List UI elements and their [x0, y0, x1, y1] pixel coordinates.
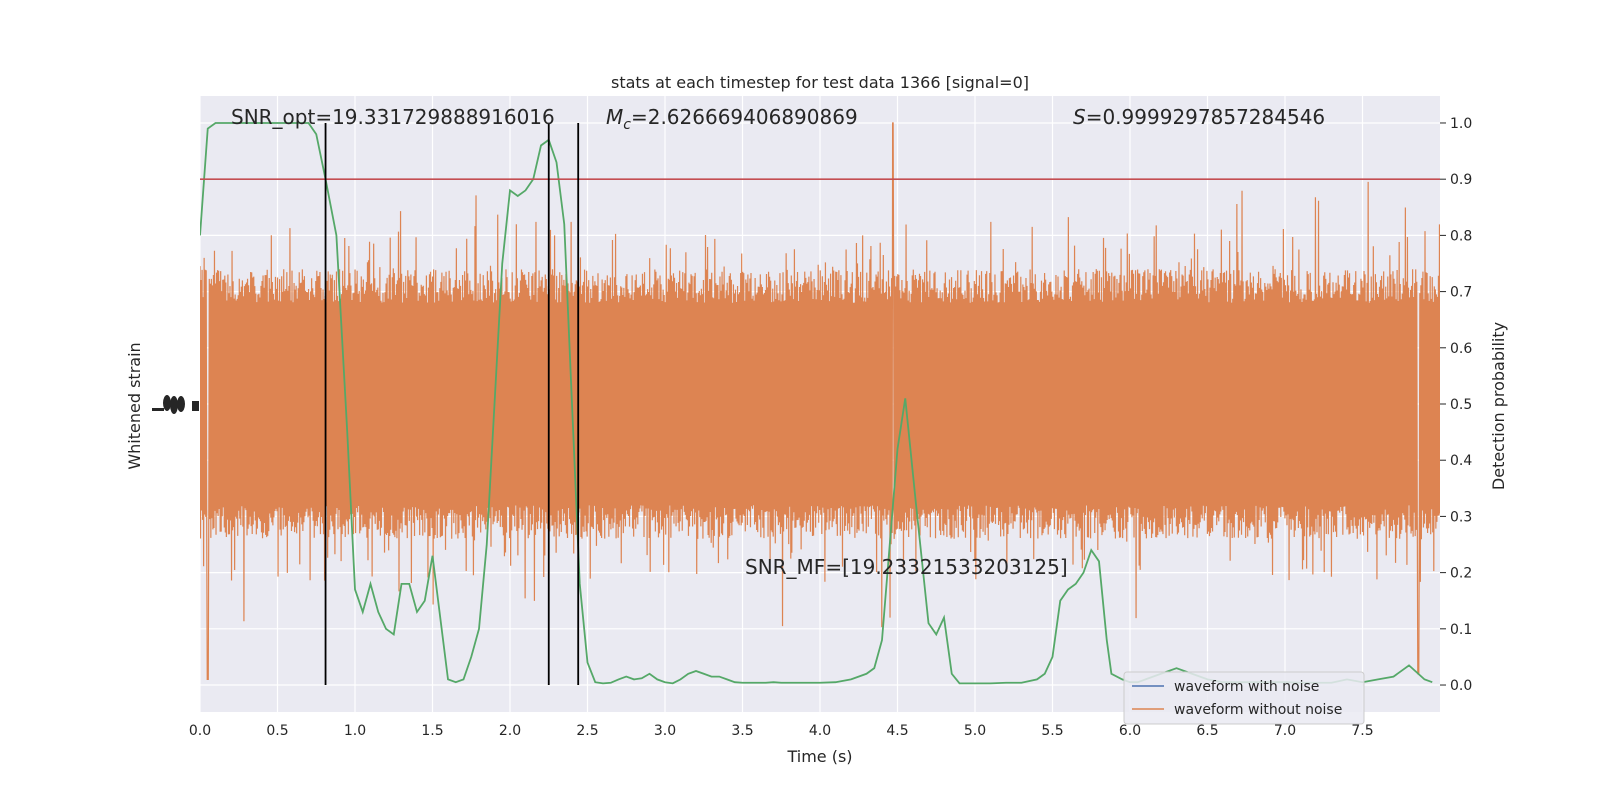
snr-opt-annotation: SNR_opt=19.331729888916016 [231, 105, 555, 129]
x-tick-label: 0.0 [189, 723, 211, 739]
y-tick-label: 1.0 [1450, 116, 1472, 132]
x-tick-label: 5.0 [964, 723, 986, 739]
left-y-axis-label: Whitened strain [125, 342, 144, 469]
y-tick-label: 0.4 [1450, 453, 1472, 469]
legend: waveform with noise waveform without noi… [1123, 671, 1365, 725]
x-tick-label: 4.5 [886, 723, 908, 739]
y-tick-label: 0.2 [1450, 566, 1472, 582]
mc-symbol: M [606, 105, 623, 129]
s-symbol: S [1073, 105, 1086, 129]
y-tick-label: 0.9 [1450, 172, 1472, 188]
x-tick-label: 2.5 [576, 723, 598, 739]
right-y-axis-label: Detection probability [1489, 322, 1508, 490]
y-tick-label: 0.3 [1450, 509, 1472, 525]
legend-box [1123, 671, 1365, 725]
s-value: =0.9999297857284546 [1086, 105, 1325, 129]
x-tick-label: 6.0 [1119, 723, 1141, 739]
left-axis-collapsed-ticks [152, 395, 199, 414]
y-tick-label: 0.8 [1450, 228, 1472, 244]
x-axis-label: Time (s) [786, 747, 852, 766]
y-tick-label: 0.1 [1450, 622, 1472, 638]
x-tick-label: 0.5 [266, 723, 288, 739]
waveform-without-noise-line [200, 122, 1440, 680]
y-tick-label: 0.0 [1450, 678, 1472, 694]
mc-subscript: c [623, 117, 631, 133]
x-tick-label: 3.5 [731, 723, 753, 739]
x-axis-ticks: 0.0 0.5 1.0 1.5 2.0 2.5 3.0 3.5 4.0 4.5 5.0 5.5 6.0 6… [189, 723, 1374, 739]
x-tick-label: 6.5 [1196, 723, 1218, 739]
x-tick-label: 4.0 [809, 723, 831, 739]
mc-value: =2.626669406890869 [631, 105, 858, 129]
chart-title: stats at each timestep for test data 136… [611, 73, 1029, 92]
legend-label-without-noise: waveform without noise [1174, 702, 1342, 718]
waveform-without-noise-trace [200, 122, 1440, 680]
event-markers [324, 122, 580, 686]
x-tick-label: 5.5 [1041, 723, 1063, 739]
x-tick-label: 7.5 [1351, 723, 1373, 739]
s-annotation: S=0.9999297857284546 [1073, 105, 1325, 129]
x-tick-label: 3.0 [654, 723, 676, 739]
snr-mf-annotation: SNR_MF=[19.23321533203125] [745, 555, 1068, 579]
y-tick-label: 0.7 [1450, 285, 1472, 301]
x-tick-label: 2.0 [499, 723, 521, 739]
mc-annotation: Mc=2.626669406890869 [606, 105, 858, 133]
x-tick-label: 1.5 [421, 723, 443, 739]
y-tick-label: 0.5 [1450, 397, 1472, 413]
y-tick-label: 0.6 [1450, 341, 1472, 357]
right-y-axis-ticks: 0.0 0.1 0.2 0.3 0.4 0.5 0.6 0.7 0.8 0.9 1.0 [1440, 116, 1472, 694]
x-tick-label: 7.0 [1274, 723, 1296, 739]
x-tick-label: 1.0 [344, 723, 366, 739]
legend-label-with-noise: waveform with noise [1174, 679, 1319, 695]
